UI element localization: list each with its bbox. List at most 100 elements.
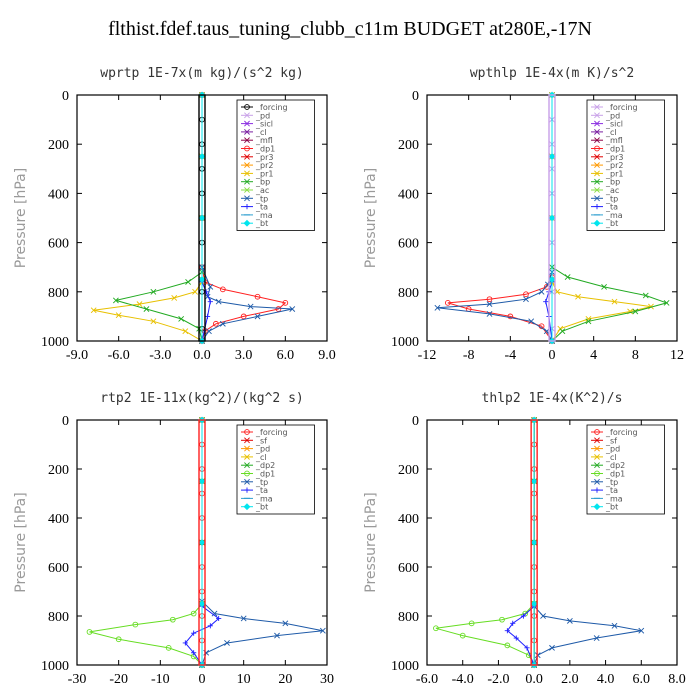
legend-swatch-marker: [244, 204, 250, 210]
y-tick-label: 600: [398, 561, 419, 576]
data-point: [182, 640, 188, 646]
series-bp: [549, 264, 670, 344]
y-tick-label: 800: [48, 286, 69, 301]
legend-swatch-marker: [594, 104, 600, 110]
x-tick-label: 6.0: [633, 672, 651, 687]
legend-label: _dp1: [605, 470, 625, 479]
legend-swatch-marker: [594, 204, 600, 210]
zero-profile-band: [198, 94, 206, 342]
data-point: [486, 311, 493, 317]
data-point: [204, 313, 211, 319]
legend: _forcing_pd_sicl_cl_mfl_dp1_pr3_pr2_pr1_…: [586, 99, 665, 231]
legend-label: _pr2: [255, 161, 273, 170]
data-point: [523, 296, 529, 303]
main-title: flthist.fdef.taus_tuning_clubb_c11m BUDG…: [108, 18, 592, 40]
legend: _forcing_sf_pd_cl_dp2_dp1_tp_ta_ma_bt: [586, 424, 665, 515]
data-point: [530, 477, 538, 485]
data-point: [213, 320, 219, 327]
series-dp1: [199, 264, 289, 344]
data-point: [191, 650, 197, 656]
legend-label: _bt: [255, 219, 268, 228]
data-point: [459, 632, 466, 639]
data-point: [219, 320, 226, 327]
legend-label: _ac: [255, 186, 269, 195]
legend-label: _dp2: [255, 461, 275, 470]
y-tick-label: 0: [412, 89, 419, 104]
legend-label: _pd: [605, 111, 620, 120]
data-point: [548, 276, 556, 283]
data-point: [275, 306, 282, 312]
legend-label: _pr1: [605, 169, 623, 178]
data-point: [548, 214, 556, 222]
legend-label: _pr3: [605, 153, 623, 162]
legend-swatch-marker: [593, 219, 601, 227]
legend-swatch-marker: [594, 445, 600, 452]
legend-swatch-marker: [244, 453, 250, 460]
legend-label: _bt: [605, 219, 618, 228]
data-point: [198, 214, 206, 222]
data-point: [486, 296, 493, 303]
chart-panel-1: wprtp 1E-7x(m kg)/(s^2 kg) Pressure [hPa]…: [13, 66, 336, 363]
data-point: [207, 623, 213, 629]
data-point: [663, 299, 670, 306]
series-line: [201, 267, 287, 342]
legend-swatch-marker: [244, 128, 250, 135]
y-tick-label: 200: [48, 138, 69, 153]
legend-swatch-marker: [594, 462, 600, 469]
legend-swatch-marker: [594, 470, 600, 477]
series-bt: [530, 416, 538, 669]
legend-swatch-marker: [244, 487, 250, 493]
legend-swatch-marker: [594, 187, 600, 193]
legend-label: _pd: [605, 445, 620, 454]
data-point: [504, 628, 510, 634]
data-point: [207, 283, 214, 290]
data-point: [191, 630, 197, 636]
y-tick-label: 800: [398, 610, 419, 625]
y-tick-label: 0: [62, 89, 69, 104]
data-point: [198, 276, 206, 283]
legend-swatch-marker: [244, 195, 250, 202]
legend-label: _dp2: [605, 461, 625, 470]
y-tick-label: 200: [398, 138, 419, 153]
x-tick-label: -6.0: [108, 348, 130, 363]
data-point: [115, 312, 122, 319]
legend-label: _bp: [605, 178, 620, 187]
y-axis-label: Pressure [hPa]: [363, 168, 379, 268]
data-point: [254, 313, 261, 320]
legend-label: _bt: [605, 503, 618, 512]
panel-title: rtp2 1E-11x(kg^2)/(kg^2 s): [100, 391, 304, 406]
panel-title: wpthlp 1E-4x(m K)/s^2: [470, 66, 634, 81]
y-tick-label: 600: [48, 561, 69, 576]
x-tick-label: -8: [463, 348, 475, 363]
y-tick-label: 400: [48, 512, 69, 527]
y-tick-label: 600: [48, 237, 69, 252]
x-tick-label: 8: [632, 348, 639, 363]
legend-label: _forcing: [255, 428, 288, 437]
legend-swatch-marker: [594, 145, 600, 152]
data-point: [115, 636, 122, 643]
data-point: [510, 620, 516, 626]
x-tick-label: 0: [549, 348, 556, 363]
legend-label: _forcing: [605, 428, 638, 437]
chart-panel-4: thlp2 1E-4x(K^2)/s Pressure [hPa] -6.0 -4.0…: [363, 391, 686, 687]
legend-label: _pd: [255, 111, 270, 120]
legend-swatch-marker: [244, 112, 250, 119]
x-tick-label: 0: [199, 672, 206, 687]
series-bt: [548, 91, 556, 345]
legend-swatch-marker: [244, 187, 250, 193]
series-tp: [199, 598, 326, 668]
data-point: [215, 298, 222, 305]
y-tick-label: 600: [398, 237, 419, 252]
panel-title: thlp2 1E-4x(K^2)/s: [482, 391, 623, 406]
series-tp: [434, 269, 555, 344]
data-point: [528, 318, 535, 325]
plot-frame: [426, 419, 678, 666]
x-tick-label: -12: [418, 348, 437, 363]
data-point: [648, 303, 654, 310]
data-point: [182, 328, 189, 335]
legend-swatch-marker: [594, 195, 600, 202]
legend-label: _dp1: [255, 145, 275, 154]
legend-label: _cl: [255, 128, 267, 137]
data-point: [524, 645, 530, 651]
x-tick-label: 4: [590, 348, 597, 363]
